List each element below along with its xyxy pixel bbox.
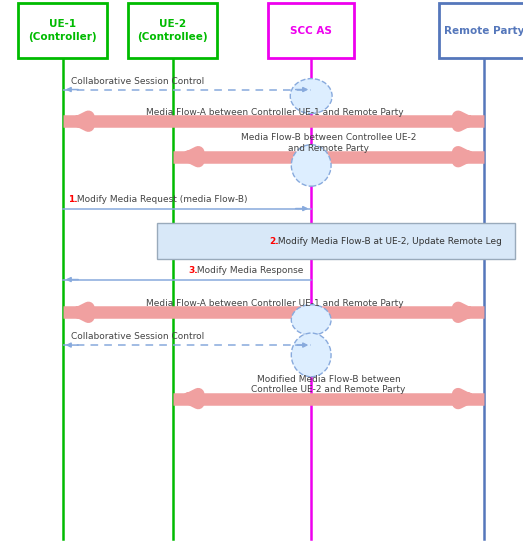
Text: Modify Media Response: Modify Media Response [195,266,304,275]
Text: Media Flow-A between Controller UE-1 and Remote Party: Media Flow-A between Controller UE-1 and… [146,299,403,308]
Text: Media Flow-A between Controller UE-1 and Remote Party: Media Flow-A between Controller UE-1 and… [146,108,403,117]
FancyBboxPatch shape [439,3,523,58]
FancyBboxPatch shape [18,3,107,58]
Ellipse shape [291,333,331,377]
FancyBboxPatch shape [268,3,355,58]
Text: Modified Media Flow-B between
Controllee UE-2 and Remote Party: Modified Media Flow-B between Controllee… [251,375,406,394]
Ellipse shape [291,305,331,335]
Text: SCC AS: SCC AS [290,26,332,35]
Text: 2.: 2. [269,237,279,246]
Text: Remote Party: Remote Party [444,26,523,35]
Text: Media Flow-B between Controllee UE-2
and Remote Party: Media Flow-B between Controllee UE-2 and… [241,133,416,153]
Text: UE-2
(Controllee): UE-2 (Controllee) [137,19,208,42]
Text: Collaborative Session Control: Collaborative Session Control [71,77,204,86]
Ellipse shape [291,145,331,186]
Text: 1.: 1. [68,195,77,204]
Text: Collaborative Session Control: Collaborative Session Control [71,332,204,341]
Text: UE-1
(Controller): UE-1 (Controller) [28,19,97,42]
Ellipse shape [290,79,332,114]
Text: Modify Media Flow-B at UE-2, Update Remote Leg: Modify Media Flow-B at UE-2, Update Remo… [275,237,502,246]
FancyBboxPatch shape [128,3,217,58]
Text: 3.: 3. [188,266,198,275]
FancyBboxPatch shape [157,223,515,259]
Text: Modify Media Request (media Flow-B): Modify Media Request (media Flow-B) [74,195,247,204]
